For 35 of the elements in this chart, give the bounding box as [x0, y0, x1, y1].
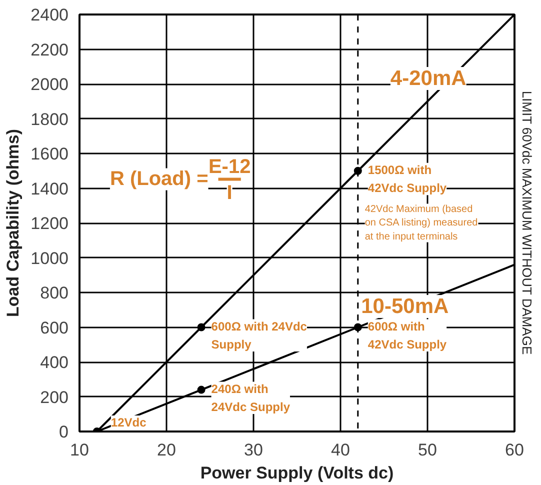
point	[197, 386, 206, 394]
series-label: 10-50mA	[361, 294, 449, 318]
y-tick-label: 1800	[30, 110, 69, 129]
x-tick-label: 20	[157, 440, 176, 460]
y-tick-label: 2400	[30, 6, 69, 24]
y-tick-label: 1000	[30, 248, 69, 268]
annotation: I	[226, 182, 232, 204]
point	[197, 323, 206, 332]
annotation: 600Ω with 24Vdc Supply	[211, 319, 308, 352]
y-tick-label: 1400	[30, 179, 69, 198]
y-tick-label: 800	[40, 284, 69, 302]
y-tick-label: 2000	[30, 75, 69, 94]
x-axis-title: Power Supply (Volts dc)	[200, 464, 394, 482]
x-tick-label: 10	[70, 440, 89, 460]
annotation: 12Vdc	[110, 416, 147, 430]
annotation: 240Ω with 24Vdc Supply	[211, 382, 290, 414]
x-tick-label: 30	[244, 440, 263, 460]
y-tick-label: 2200	[30, 40, 69, 60]
series-label: 4-20mA	[390, 67, 466, 90]
y-tick-label: 1600	[30, 144, 69, 164]
annotation: 1500Ω with 42Vdc Supply	[368, 162, 447, 196]
y-tick-label: 0	[59, 422, 69, 442]
annotation: E-12	[208, 156, 251, 178]
ref-line-label: 42Vdc Maximum (based on CSA listing) measured at the input terminals	[364, 204, 478, 242]
y-tick-label: 200	[40, 388, 69, 407]
text: LIMIT 60Vdc MAXIMUM WITHOUT DAMAGE	[520, 90, 534, 356]
annotation: R (Load) =	[110, 168, 208, 190]
y-tick-label: 1200	[30, 214, 69, 233]
y-tick-label: 400	[40, 353, 69, 372]
x-tick-label: 60	[505, 440, 524, 460]
y-tick-label: 600	[40, 318, 69, 338]
y-axis-title: Load Capability (ohms)	[4, 129, 23, 317]
x-tick-label: 50	[418, 440, 437, 460]
annotation: 600Ω with 42Vdc Supply	[368, 319, 447, 352]
x-tick-label: 40	[331, 440, 350, 460]
